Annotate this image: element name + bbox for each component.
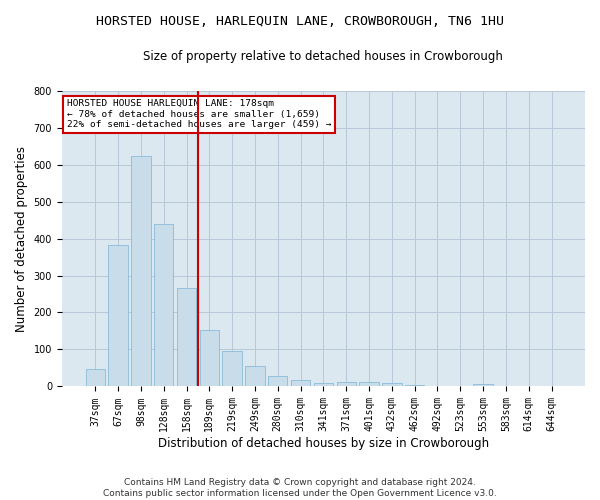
Bar [86, 369, 105, 386]
Bar [200, 330, 219, 386]
Bar [268, 376, 287, 386]
Bar [177, 288, 196, 386]
Bar [473, 384, 493, 386]
Bar [314, 383, 333, 386]
Bar [359, 382, 379, 386]
Bar [154, 224, 173, 386]
Text: HORSTED HOUSE, HARLEQUIN LANE, CROWBOROUGH, TN6 1HU: HORSTED HOUSE, HARLEQUIN LANE, CROWBOROU… [96, 15, 504, 28]
Bar [337, 382, 356, 386]
Bar [131, 156, 151, 386]
Bar [109, 245, 128, 386]
Bar [223, 351, 242, 386]
Title: Size of property relative to detached houses in Crowborough: Size of property relative to detached ho… [143, 50, 503, 63]
X-axis label: Distribution of detached houses by size in Crowborough: Distribution of detached houses by size … [158, 437, 489, 450]
Y-axis label: Number of detached properties: Number of detached properties [15, 146, 28, 332]
Bar [382, 383, 401, 386]
Bar [291, 380, 310, 386]
Text: Contains HM Land Registry data © Crown copyright and database right 2024.
Contai: Contains HM Land Registry data © Crown c… [103, 478, 497, 498]
Bar [245, 366, 265, 386]
Text: HORSTED HOUSE HARLEQUIN LANE: 178sqm
← 78% of detached houses are smaller (1,659: HORSTED HOUSE HARLEQUIN LANE: 178sqm ← 7… [67, 100, 332, 129]
Bar [405, 384, 424, 386]
